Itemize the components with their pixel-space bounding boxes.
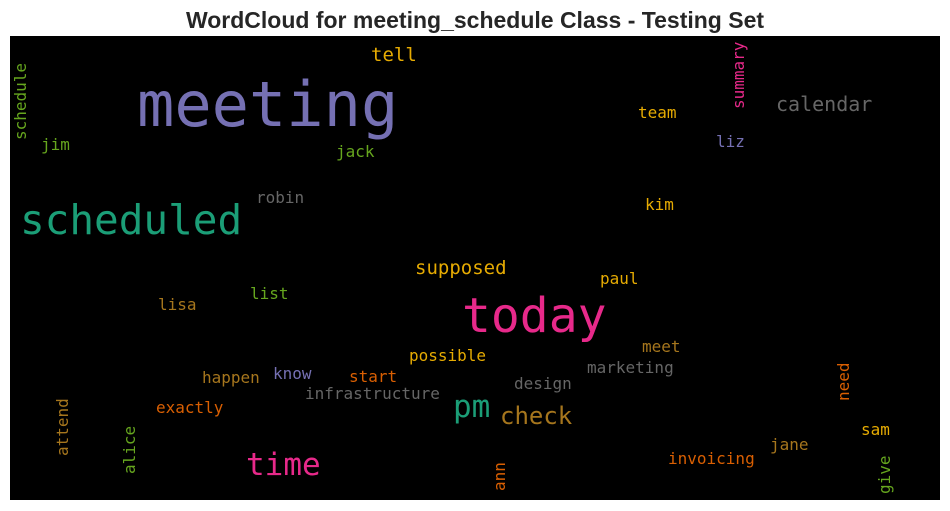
word-know: know	[273, 364, 312, 383]
word-need: need	[834, 362, 853, 401]
word-exactly: exactly	[156, 398, 224, 417]
word-pm: pm	[453, 389, 491, 425]
word-sam: sam	[861, 420, 890, 439]
word-calendar: calendar	[776, 92, 873, 116]
word-paul: paul	[600, 269, 639, 288]
word-jane: jane	[770, 435, 809, 454]
word-cloud: meeting scheduled today time pm check ca…	[10, 36, 940, 500]
word-invoicing: invoicing	[668, 449, 755, 468]
figure-title: WordCloud for meeting_schedule Class - T…	[185, 7, 765, 33]
word-team: team	[638, 103, 677, 122]
word-attend: attend	[53, 398, 72, 456]
word-marketing: marketing	[587, 358, 674, 377]
word-alice: alice	[120, 425, 139, 474]
word-check: check	[500, 402, 573, 430]
word-design: design	[514, 374, 572, 393]
word-possible: possible	[409, 346, 487, 365]
word-today: today	[462, 288, 607, 344]
word-happen: happen	[202, 368, 260, 387]
word-scheduled: scheduled	[20, 196, 243, 244]
word-jack: jack	[336, 142, 375, 161]
word-summary: summary	[729, 41, 748, 109]
word-infrastructure: infrastructure	[305, 384, 440, 403]
word-supposed: supposed	[415, 257, 507, 279]
word-start: start	[349, 367, 398, 386]
word-give: give	[875, 455, 894, 494]
word-tell: tell	[371, 44, 417, 66]
word-liz: liz	[716, 132, 745, 151]
word-kim: kim	[645, 195, 674, 214]
word-schedule: schedule	[11, 62, 30, 140]
word-ann: ann	[490, 462, 509, 491]
word-meet: meet	[642, 337, 681, 356]
word-lisa: lisa	[158, 295, 197, 314]
word-time: time	[246, 447, 321, 483]
word-meeting: meeting	[137, 68, 399, 141]
word-jim: jim	[41, 135, 70, 154]
word-robin: robin	[256, 188, 305, 207]
word-list: list	[250, 284, 289, 303]
